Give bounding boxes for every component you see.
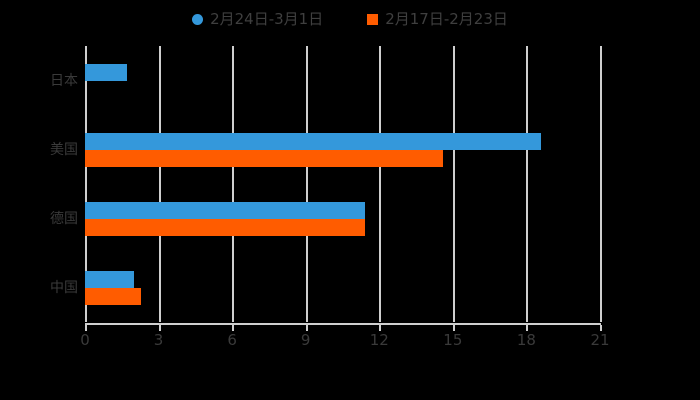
- legend-label-series-2: 2月17日-2月23日: [385, 9, 508, 28]
- gridline-x-18: [526, 46, 529, 322]
- x-tick-label-18: 18: [516, 331, 536, 349]
- gridline-x-3: [158, 46, 161, 322]
- legend-label-series-1: 2月24日-3月1日: [210, 9, 324, 28]
- gridline-x-21: [600, 46, 602, 322]
- x-tick-label-15: 15: [443, 331, 463, 349]
- legend-item-series-1[interactable]: 2月24日-3月1日: [192, 9, 324, 28]
- gridline-x-12: [379, 46, 382, 322]
- chart-legend: 2月24日-3月1日 2月17日-2月23日: [0, 6, 700, 32]
- gridline-x-9: [305, 46, 308, 322]
- bar-series-2-1[interactable]: [85, 149, 444, 167]
- x-tick-label-9: 9: [300, 331, 311, 349]
- legend-circle-marker-icon: [192, 13, 204, 25]
- x-tick-label-0: 0: [80, 331, 90, 349]
- legend-item-series-2[interactable]: 2月17日-2月23日: [367, 9, 508, 28]
- y-axis-label-1: 美国: [50, 141, 78, 158]
- x-tick-mark-18: [526, 325, 529, 331]
- bar-series-2-3[interactable]: [85, 287, 142, 305]
- bar-series-1-1[interactable]: [85, 132, 542, 150]
- x-tick-label-3: 3: [153, 331, 164, 349]
- gridline-x-6: [232, 46, 235, 322]
- y-axis-category-labels: 日本 美国 德国 中国: [0, 0, 78, 400]
- bar-series-2-2[interactable]: [85, 218, 365, 236]
- x-tick-mark-0: [85, 325, 87, 331]
- bar-series-1-3[interactable]: [85, 270, 135, 288]
- x-axis-line: [85, 323, 601, 325]
- bar-series-1-0[interactable]: [85, 63, 127, 81]
- x-tick-label-21: 21: [590, 331, 610, 349]
- x-tick-mark-9: [305, 325, 308, 331]
- x-tick-mark-6: [232, 325, 235, 331]
- legend-square-marker-icon: [367, 13, 379, 25]
- x-tick-mark-3: [158, 325, 161, 331]
- x-tick-mark-12: [379, 325, 382, 331]
- x-tick-label-6: 6: [227, 331, 237, 349]
- plot-area: [85, 46, 602, 322]
- x-tick-mark-15: [452, 325, 455, 331]
- bar-series-1-2[interactable]: [85, 201, 365, 219]
- gridline-x-15: [452, 46, 455, 322]
- x-tick-mark-21: [600, 325, 602, 331]
- y-axis-label-0: 日本: [50, 72, 78, 89]
- y-axis-label-3: 中国: [50, 279, 78, 296]
- gridline-x-0: [85, 46, 87, 322]
- x-tick-label-12: 12: [369, 331, 389, 349]
- y-axis-label-2: 德国: [50, 210, 78, 227]
